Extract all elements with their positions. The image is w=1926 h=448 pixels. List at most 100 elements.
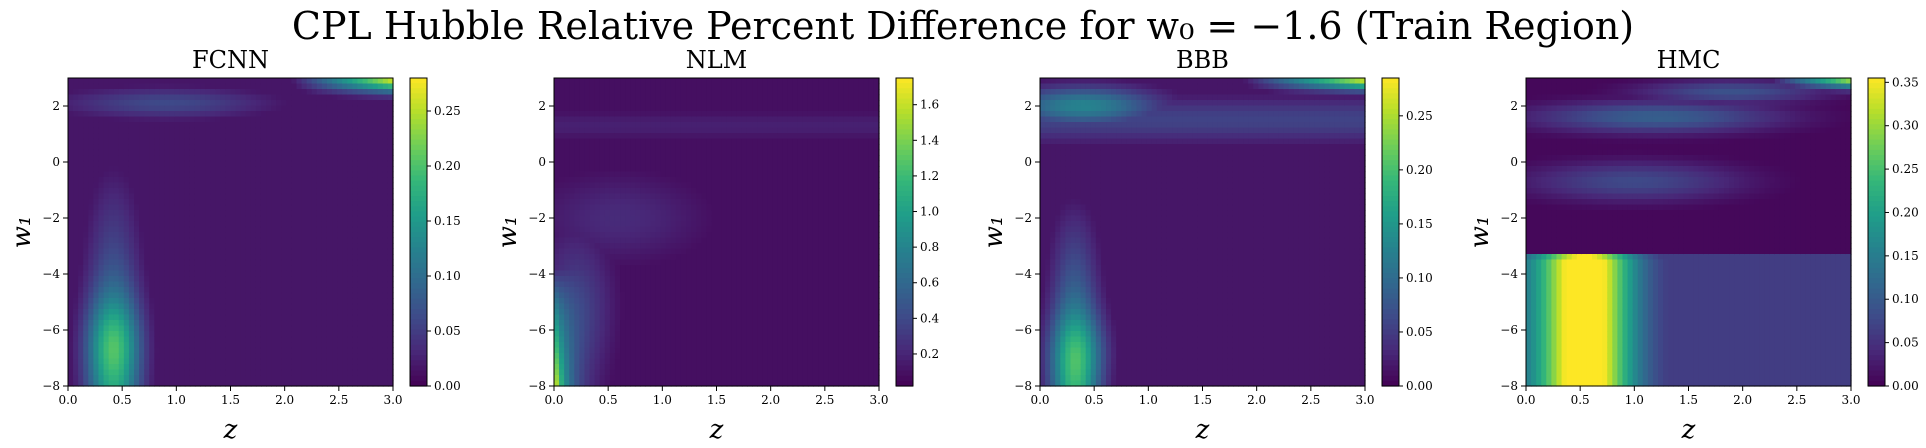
heatmap-cell: [200, 89, 206, 96]
heatmap-cell: [255, 369, 262, 376]
heatmap-cell: [164, 331, 171, 338]
heatmap-cell: [316, 248, 323, 255]
heatmap-cell: [357, 254, 364, 261]
heatmap-cell: [599, 358, 606, 365]
heatmap-cell: [200, 221, 206, 228]
heatmap-cell: [286, 380, 293, 387]
heatmap-cell: [337, 347, 343, 354]
heatmap-cell: [194, 248, 201, 255]
heatmap-cell: [118, 243, 125, 250]
heatmap-cell: [306, 105, 313, 112]
colorbar: 0.000.050.100.150.200.25: [409, 77, 461, 393]
heatmap-cell: [78, 298, 84, 305]
heatmap-cell: [154, 347, 161, 354]
heatmap-cell: [210, 122, 216, 129]
heatmap-cell: [128, 358, 135, 365]
heatmap-cell: [382, 94, 389, 101]
heatmap-cell: [655, 265, 662, 272]
heatmap-cell: [564, 364, 570, 371]
heatmap-cell: [599, 83, 606, 90]
heatmap-cell: [98, 254, 105, 261]
heatmap-cell: [604, 364, 611, 371]
heatmap-cell: [68, 83, 74, 90]
heatmap-cell: [225, 188, 232, 195]
heatmap-cell: [296, 144, 303, 151]
heatmap-cell: [372, 210, 379, 217]
heatmap-cell: [635, 325, 641, 332]
heatmap-cell: [174, 342, 181, 349]
heatmap-cell: [281, 215, 287, 222]
heatmap-cell: [311, 281, 318, 288]
heatmap-cell: [574, 331, 580, 338]
heatmap-cell: [144, 144, 150, 151]
heatmap-cell: [245, 226, 252, 233]
heatmap-cell: [625, 342, 631, 349]
heatmap-cell: [245, 105, 252, 112]
heatmap-cell: [103, 221, 110, 228]
heatmap-cell: [579, 188, 586, 195]
heatmap-cell: [220, 248, 227, 255]
heatmap-cell: [174, 204, 181, 211]
heatmap-cell: [347, 138, 353, 145]
heatmap-cell: [98, 193, 105, 200]
heatmap-cell: [332, 320, 338, 327]
heatmap-cell: [68, 100, 74, 107]
heatmap-cell: [382, 210, 389, 217]
heatmap-cell: [68, 166, 74, 173]
heatmap-cell: [276, 94, 282, 101]
heatmap-cell: [128, 375, 135, 382]
heatmap-cell: [599, 215, 606, 222]
heatmap-cell: [367, 342, 374, 349]
heatmap-cell: [250, 166, 257, 173]
heatmap-cell: [113, 144, 120, 151]
heatmap-cell: [83, 270, 89, 277]
heatmap-cell: [326, 177, 333, 184]
heatmap-cell: [83, 122, 89, 129]
heatmap-cell: [594, 243, 601, 250]
heatmap-cell: [650, 331, 657, 338]
heatmap-cell: [342, 292, 348, 299]
heatmap-cell: [332, 265, 338, 272]
heatmap-cell: [260, 105, 267, 112]
heatmap-cell: [296, 380, 303, 387]
heatmap-cell: [266, 248, 272, 255]
heatmap-cell: [599, 204, 606, 211]
heatmap-cell: [93, 204, 100, 211]
heatmap-cell: [665, 325, 672, 332]
heatmap-cell: [123, 116, 130, 123]
heatmap-cell: [93, 254, 100, 261]
heatmap-cell: [564, 265, 570, 272]
heatmap-cell: [220, 336, 227, 343]
heatmap-cell: [635, 193, 641, 200]
heatmap-cell: [635, 204, 641, 211]
heatmap-cell: [382, 166, 389, 173]
heatmap-cell: [194, 226, 201, 233]
heatmap-cell: [164, 199, 171, 206]
heatmap-cell: [321, 380, 328, 387]
heatmap-cell: [347, 100, 353, 107]
heatmap-cell: [240, 358, 247, 365]
heatmap-cell: [103, 204, 110, 211]
heatmap-cell: [337, 342, 343, 349]
heatmap-cell: [245, 171, 252, 178]
heatmap-cell: [159, 287, 166, 294]
heatmap-cell: [266, 226, 272, 233]
heatmap-cell: [326, 138, 333, 145]
heatmap-cell: [589, 199, 596, 206]
heatmap-cell: [154, 226, 161, 233]
heatmap-cell: [220, 259, 227, 266]
heatmap-cell: [281, 193, 287, 200]
heatmap-cell: [357, 166, 364, 173]
heatmap-cell: [564, 375, 570, 382]
heatmap-cell: [387, 204, 394, 211]
heatmap-cell: [564, 254, 570, 261]
heatmap-cell: [215, 177, 221, 184]
heatmap-cell: [609, 83, 616, 90]
heatmap-cell: [604, 369, 611, 376]
heatmap-cell: [321, 232, 328, 239]
heatmap-cell: [382, 221, 389, 228]
heatmap-cell: [569, 89, 575, 96]
heatmap-cell: [225, 314, 232, 321]
heatmap-cell: [584, 166, 591, 173]
heatmap-cell: [250, 331, 257, 338]
